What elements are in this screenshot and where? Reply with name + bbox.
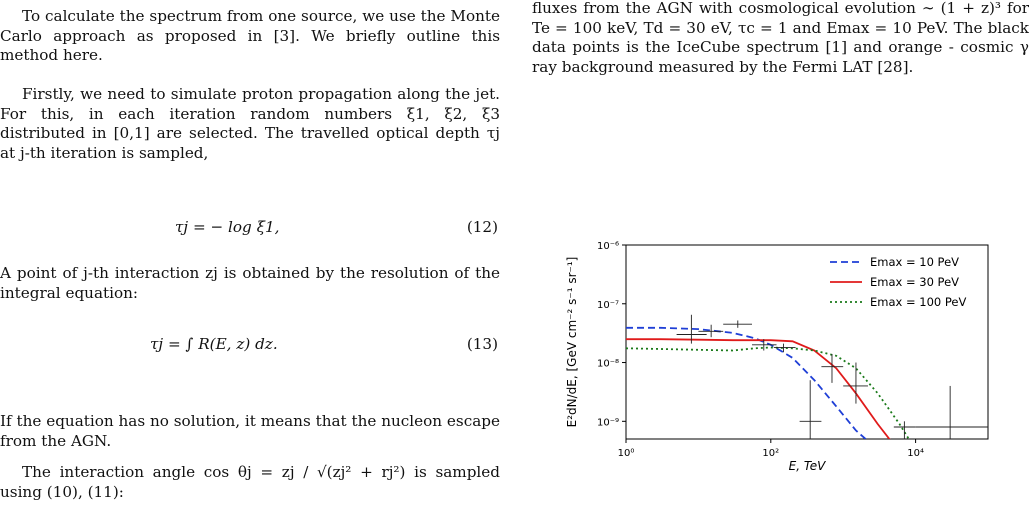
equation-13-body: τj = ∫ R(E, z) dz. (150, 335, 278, 353)
series-line (626, 326, 867, 439)
series-line (626, 338, 891, 439)
y-tick-label: 10⁻⁶ (597, 241, 619, 252)
legend: Emax = 10 PeV Emax = 30 PeV Emax = 100 PeV (830, 255, 966, 309)
data-point (723, 320, 753, 328)
equation-12-number: (12) (466, 218, 498, 236)
equation-13: τj = ∫ R(E, z) dz. (13) (0, 335, 500, 365)
paragraph-escape: If the equation has no solution, it mean… (0, 412, 500, 450)
plot-frame (625, 244, 989, 440)
paragraph-propagation: Firstly, we need to simulate proton prop… (0, 85, 500, 162)
legend-label: Emax = 10 PeV (870, 255, 959, 269)
axis-ticks: 10⁰ 10² 10⁴ 10⁻⁶ 10⁻⁷ 10⁻⁸ 10⁻⁹ (597, 241, 924, 459)
data-point (843, 362, 868, 404)
paragraph-intro: To calculate the spectrum from one sourc… (0, 7, 500, 65)
x-axis-label: E, TeV (789, 459, 826, 473)
data-point (799, 380, 822, 439)
equation-12: τj = − log ξ1, (12) (0, 218, 500, 248)
y-tick-label: 10⁻⁹ (597, 417, 619, 428)
data-point (821, 353, 844, 383)
series-line (626, 346, 910, 439)
paragraph-interaction-point: A point of j-th interaction zj is obtain… (0, 264, 500, 302)
figure-caption: fluxes from the AGN with cosmological ev… (532, 0, 1029, 76)
icecube-data-points (676, 314, 988, 439)
equation-13-number: (13) (466, 335, 498, 353)
x-tick-label: 10⁴ (907, 448, 924, 459)
x-tick-label: 10⁰ (618, 448, 635, 459)
data-point (676, 314, 707, 344)
data-point (698, 324, 724, 338)
legend-label: Emax = 30 PeV (870, 275, 959, 289)
data-point (893, 421, 916, 439)
data-point (915, 385, 988, 439)
series-group (626, 326, 910, 439)
paragraph-angle: The interaction angle cos θj = zj / √(zj… (0, 463, 500, 501)
data-point (773, 343, 796, 353)
legend-label: Emax = 100 PeV (870, 295, 966, 309)
equation-12-body: τj = − log ξ1, (175, 218, 280, 236)
y-axis-label: E²dN/dE, [GeV cm⁻² s⁻¹ sr⁻¹] (565, 257, 579, 428)
y-tick-label: 10⁻⁸ (597, 359, 619, 370)
data-point (752, 339, 777, 351)
x-tick-label: 10² (762, 448, 779, 459)
y-tick-label: 10⁻⁷ (597, 300, 619, 311)
